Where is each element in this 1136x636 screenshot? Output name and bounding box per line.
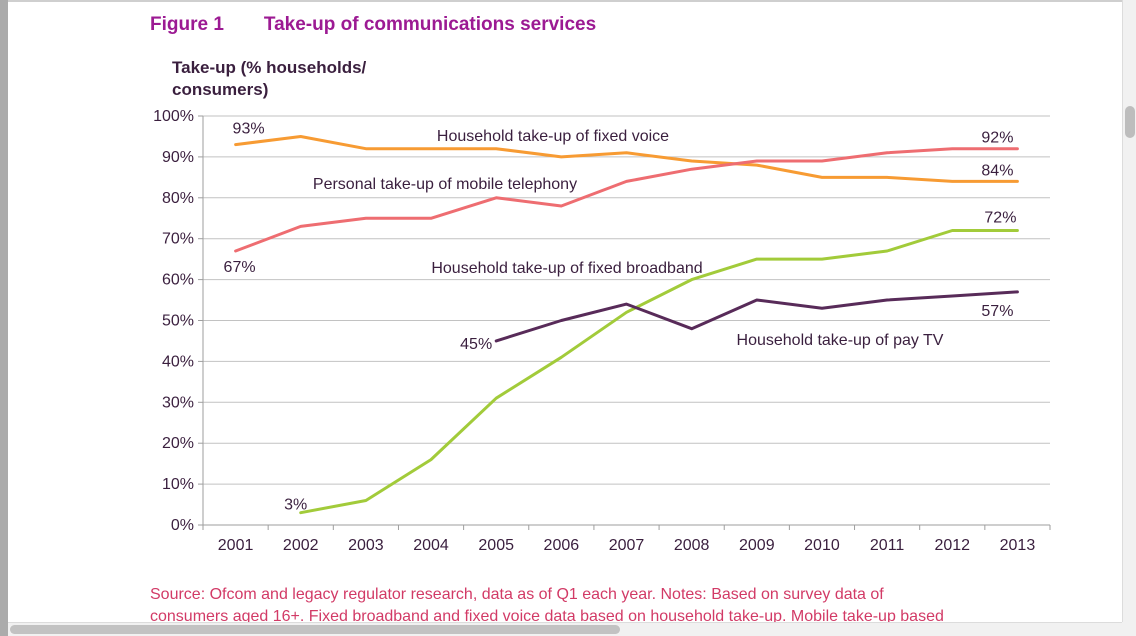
y-tick-label: 50% [162, 313, 194, 330]
vertical-scrollbar-thumb[interactable] [1125, 106, 1135, 138]
data-label: 57% [981, 303, 1013, 320]
data-label: 45% [460, 336, 492, 353]
y-tick-label: 100% [153, 108, 194, 125]
data-label: 84% [981, 162, 1013, 179]
x-tick-label: 2006 [544, 537, 580, 554]
x-tick-label: 2007 [609, 537, 645, 554]
y-tick-label: 20% [162, 435, 194, 452]
horizontal-scrollbar[interactable] [8, 622, 1122, 636]
data-label: 72% [984, 210, 1016, 227]
series-line-mobile [234, 147, 1019, 253]
series-line-fixed_voice [234, 135, 1019, 183]
series-label: Personal take-up of mobile telephony [313, 176, 577, 193]
y-tick-label: 90% [162, 149, 194, 166]
data-label: 67% [224, 259, 256, 276]
x-tick-label: 2008 [674, 537, 710, 554]
x-tick-label: 2013 [1000, 537, 1036, 554]
x-tick-label: 2001 [218, 537, 254, 554]
x-tick-label: 2010 [804, 537, 840, 554]
figure-number: Figure 1 [150, 14, 224, 35]
series-label: Household take-up of fixed broadband [431, 260, 702, 277]
source-note-line1: Source: Ofcom and legacy regulator resea… [150, 586, 884, 603]
y-tick-label: 80% [162, 190, 194, 207]
y-tick-label: 60% [162, 272, 194, 289]
data-label: 93% [233, 121, 265, 138]
x-tick-label: 2012 [934, 537, 970, 554]
series-line-broadband [299, 229, 1019, 515]
source-note: Source: Ofcom and legacy regulator resea… [150, 584, 944, 622]
x-tick-label: 2005 [478, 537, 514, 554]
y-tick-label: 70% [162, 231, 194, 248]
x-tick-label: 2002 [283, 537, 319, 554]
y-tick-label: 30% [162, 394, 194, 411]
takeup-line-chart: 0% 10% 20% 30% 40% 50% 60% 70% 80% 90% 100% 2001 200… [153, 108, 1051, 554]
figure-title-text: Take-up of communications services [263, 14, 597, 35]
page-left-edge [0, 0, 8, 636]
x-tick-label: 2003 [348, 537, 384, 554]
x-tick-label: 2004 [413, 537, 449, 554]
document-page: Figure 1 Take-up of communications servic… [8, 2, 1122, 622]
y-axis-title-line2: consumers) [172, 80, 269, 99]
series-line-pay_tv [494, 290, 1019, 343]
vertical-scrollbar[interactable] [1122, 0, 1136, 622]
y-tick-label: 10% [162, 476, 194, 493]
figure-title: Figure 1 Take-up of communications servic… [150, 14, 596, 36]
y-tick-label: 40% [162, 353, 194, 370]
x-tick-label: 2009 [739, 537, 775, 554]
y-tick-label: 0% [171, 517, 194, 534]
series-label: Household take-up of pay TV [737, 332, 944, 349]
x-tick-label: 2011 [870, 537, 905, 554]
data-label: 3% [284, 497, 307, 514]
series-label: Household take-up of fixed voice [437, 128, 669, 145]
y-axis-title-line1: Take-up (% households/ [172, 58, 367, 77]
y-axis-title: Take-up (% households/ consumers) [172, 57, 366, 101]
source-note-line2: consumers aged 16+. Fixed broadband and … [150, 608, 944, 622]
horizontal-scrollbar-thumb[interactable] [10, 625, 620, 634]
data-label: 92% [981, 130, 1013, 147]
scrollbar-corner [1122, 622, 1136, 636]
